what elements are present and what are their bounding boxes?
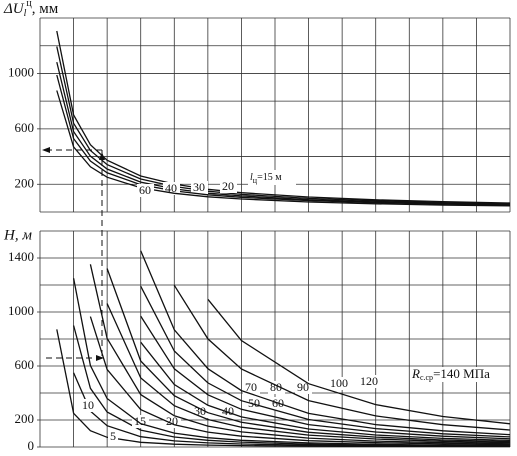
curve xyxy=(207,298,510,425)
label-bg xyxy=(358,375,382,388)
curve xyxy=(56,74,510,206)
annotation: lц=15 м xyxy=(250,172,282,185)
curve xyxy=(72,325,510,447)
curve-label: 40 xyxy=(165,181,177,195)
y-tick-label: 0 xyxy=(28,438,35,453)
curve-label: 10 xyxy=(82,398,94,412)
annotation-bg xyxy=(248,170,296,185)
y-tick-label: 600 xyxy=(15,120,35,135)
annotation: Rс.ср=140 МПа xyxy=(411,366,490,382)
curve-label: 40 xyxy=(222,404,234,418)
annotation-rest: =15 м xyxy=(257,172,282,183)
curve-label: 30 xyxy=(193,180,205,194)
curve xyxy=(106,268,510,443)
label-bg xyxy=(243,381,260,394)
curve xyxy=(73,372,510,447)
label-bg xyxy=(328,377,352,390)
label-bg xyxy=(80,399,97,412)
top-title: ΔUlц, мм xyxy=(3,0,59,19)
label-bg xyxy=(108,430,118,443)
curve-label: 70 xyxy=(245,380,257,394)
annotation-var: R xyxy=(411,366,420,381)
curve-label: 5 xyxy=(110,429,116,443)
curve-label: 100 xyxy=(330,376,348,390)
curve xyxy=(89,316,510,446)
curve xyxy=(106,303,510,444)
label-bg xyxy=(191,181,208,194)
annotation-var: l xyxy=(250,172,253,183)
label-bg xyxy=(268,381,285,394)
curve-label: 90 xyxy=(297,380,309,394)
label-bg xyxy=(220,405,237,418)
curve xyxy=(56,90,510,207)
y-tick-label: 600 xyxy=(15,357,35,372)
curve xyxy=(140,315,510,440)
curve-label: 60 xyxy=(139,183,151,197)
curve xyxy=(56,329,510,447)
label-bg xyxy=(137,184,154,197)
bottom-title: H, м xyxy=(3,227,32,243)
curve xyxy=(89,264,510,445)
curve xyxy=(173,284,510,431)
y-tick-label: 1000 xyxy=(8,303,34,318)
label-bg xyxy=(246,397,263,410)
y-tick-label: 200 xyxy=(15,175,35,190)
label-bg xyxy=(295,381,312,394)
curve xyxy=(140,285,510,438)
annotation-sub: с.ср xyxy=(420,373,433,382)
annotation-rest: =140 МПа xyxy=(433,366,490,381)
curve-label: 120 xyxy=(360,374,378,388)
curve xyxy=(140,341,510,442)
y-tick-label: 1400 xyxy=(8,249,34,264)
annotation-bg xyxy=(410,367,506,382)
curve xyxy=(72,278,510,447)
label-bg xyxy=(220,180,237,193)
annotation-sub: ц xyxy=(253,176,258,185)
curve-label: 50 xyxy=(248,396,260,410)
y-tick-label: 200 xyxy=(15,411,35,426)
y-tick-label: 1000 xyxy=(8,64,34,79)
curve xyxy=(140,250,510,436)
guide-dash xyxy=(44,149,103,359)
curve-label: 20 xyxy=(222,179,234,193)
